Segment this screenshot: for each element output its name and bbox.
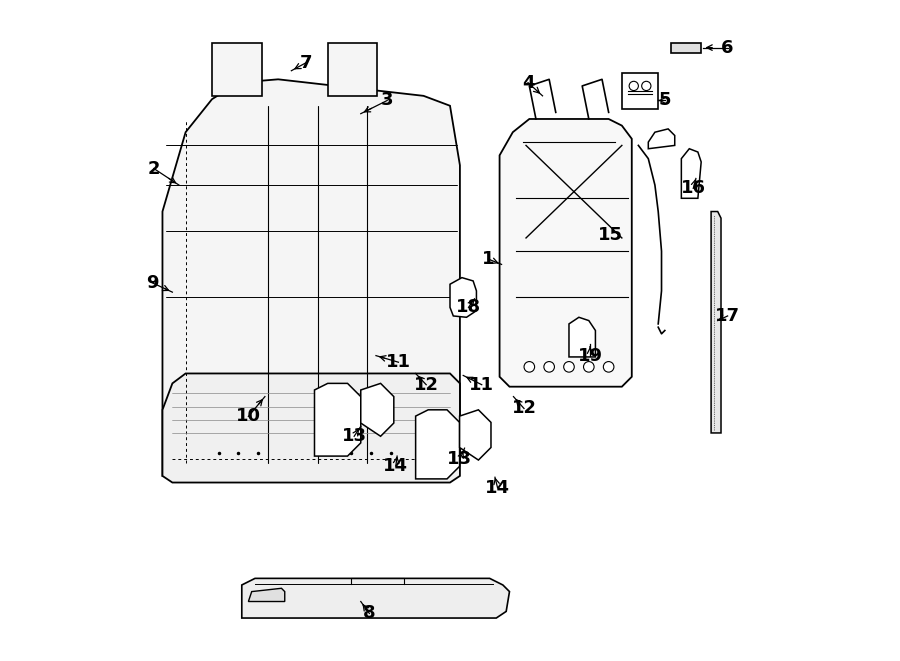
Text: 6: 6 <box>722 38 734 57</box>
Circle shape <box>629 81 638 91</box>
Polygon shape <box>450 278 476 317</box>
Circle shape <box>471 436 481 446</box>
Text: 13: 13 <box>342 427 366 446</box>
Polygon shape <box>648 129 675 149</box>
Polygon shape <box>163 373 460 483</box>
Polygon shape <box>460 410 491 460</box>
Text: 8: 8 <box>363 604 375 623</box>
Polygon shape <box>163 79 460 476</box>
Text: 15: 15 <box>598 225 623 244</box>
Text: 16: 16 <box>680 179 706 198</box>
Polygon shape <box>361 383 394 436</box>
Polygon shape <box>314 383 361 456</box>
Circle shape <box>436 433 446 443</box>
Text: 10: 10 <box>236 407 261 426</box>
Text: 18: 18 <box>456 298 482 317</box>
Polygon shape <box>248 588 284 602</box>
Text: 9: 9 <box>147 274 158 292</box>
Polygon shape <box>212 43 262 96</box>
Circle shape <box>563 362 574 372</box>
Circle shape <box>524 362 535 372</box>
Circle shape <box>544 362 554 372</box>
Text: 3: 3 <box>381 91 393 110</box>
Polygon shape <box>622 73 658 109</box>
Text: 14: 14 <box>383 457 409 475</box>
Polygon shape <box>711 212 721 433</box>
Circle shape <box>583 362 594 372</box>
Text: 11: 11 <box>469 375 494 394</box>
Text: 1: 1 <box>482 250 495 268</box>
Circle shape <box>336 395 346 405</box>
Circle shape <box>372 398 382 408</box>
Circle shape <box>372 411 382 422</box>
Text: 13: 13 <box>447 450 473 469</box>
Polygon shape <box>569 317 596 357</box>
Text: 7: 7 <box>300 54 312 72</box>
Circle shape <box>642 81 651 91</box>
Circle shape <box>336 424 346 435</box>
Text: 17: 17 <box>716 307 740 325</box>
Polygon shape <box>242 578 509 618</box>
Text: 12: 12 <box>511 399 536 418</box>
Circle shape <box>603 362 614 372</box>
Text: 2: 2 <box>148 159 160 178</box>
Polygon shape <box>416 410 460 479</box>
Polygon shape <box>671 43 701 53</box>
Circle shape <box>436 449 446 459</box>
Polygon shape <box>328 43 377 96</box>
Polygon shape <box>500 119 632 387</box>
Text: 19: 19 <box>578 346 603 365</box>
Circle shape <box>471 424 481 434</box>
Circle shape <box>336 408 346 418</box>
Text: 14: 14 <box>485 479 510 497</box>
Text: 4: 4 <box>522 73 535 92</box>
Circle shape <box>436 420 446 430</box>
Text: 11: 11 <box>386 353 411 371</box>
Text: 5: 5 <box>659 91 671 110</box>
Text: 12: 12 <box>414 375 438 394</box>
Polygon shape <box>681 149 701 198</box>
